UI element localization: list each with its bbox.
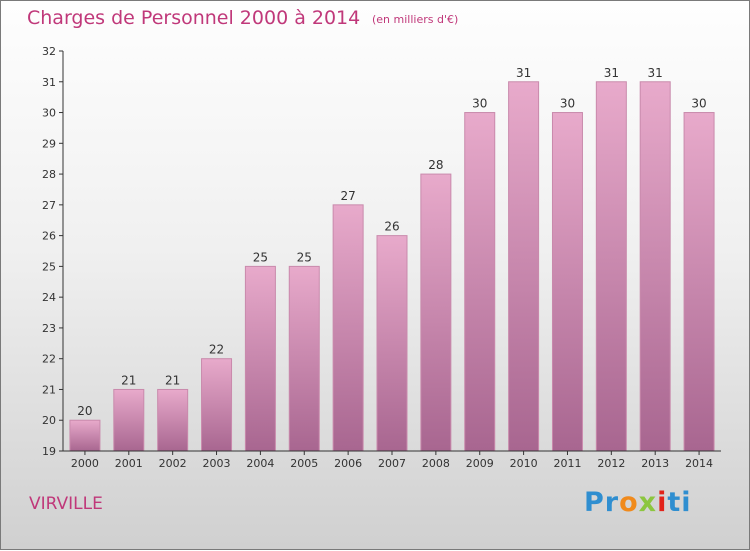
x-tick-label: 2006 [334,457,362,470]
data-label-2000: 20 [77,404,92,418]
y-tick-label: 30 [42,107,56,120]
y-tick-label: 25 [42,260,56,273]
bar-2013 [639,81,671,452]
x-tick-label: 2008 [422,457,450,470]
data-label-2004: 25 [253,250,268,264]
data-label-2002: 21 [165,373,180,387]
y-tick-label: 23 [42,322,56,335]
bar-2012 [595,81,627,452]
logo-part-5: ti [667,487,692,518]
data-label-2008: 28 [428,158,443,172]
bar-2004 [244,265,276,452]
data-label-2006: 27 [340,189,355,203]
y-tick-label: 20 [42,414,56,427]
logo-part-4: i [657,487,668,518]
logo-part-3: x [638,487,658,518]
bar-2003 [201,358,233,452]
y-tick-label: 27 [42,199,56,212]
x-tick-label: 2002 [159,457,187,470]
y-tick-label: 26 [42,230,56,243]
logo-part-1: Pr [584,487,620,518]
bar-2002 [157,388,189,452]
y-tick-label: 29 [42,137,56,150]
bar-2014 [683,112,715,452]
x-tick-label: 2010 [510,457,538,470]
bar-2009 [464,112,496,452]
x-tick-label: 2003 [203,457,231,470]
bar-2000 [69,419,101,452]
x-tick-label: 2012 [597,457,625,470]
data-label-2011: 30 [560,97,575,111]
x-tick-label: 2014 [685,457,713,470]
x-tick-label: 2004 [246,457,274,470]
bar-2010 [508,81,540,452]
y-tick-label: 24 [42,291,56,304]
x-axis: 2000 2001 2002 2003 2004 2005 2006 2007 2008 2009… [63,450,721,470]
place-name: VIRVILLE [29,494,103,514]
y-tick-label: 19 [42,445,56,458]
x-tick-label: 2005 [290,457,318,470]
data-label-2005: 25 [297,250,312,264]
y-tick-label: 31 [42,76,56,89]
bar-2006 [332,204,364,452]
x-tick-label: 2011 [553,457,581,470]
y-tick-label: 21 [42,383,56,396]
y-tick-label: 28 [42,168,56,181]
bar-2007 [376,235,408,452]
data-label-2009: 30 [472,97,487,111]
x-tick-label: 2013 [641,457,669,470]
data-label-2010: 31 [516,66,531,80]
chart-subtitle: (en milliers d'€) [372,13,459,26]
proxiti-logo[interactable]: Proxiti [584,487,692,518]
bar-2011 [551,112,583,452]
x-tick-label: 2009 [466,457,494,470]
logo-part-2: o [619,487,639,518]
y-axis: 19 20 21 22 23 24 25 26 27 28 29 30 31 32 [42,45,64,458]
data-label-2012: 31 [604,66,619,80]
bar-2005 [288,265,320,452]
data-label-2003: 22 [209,343,224,357]
data-label-2014: 30 [691,97,706,111]
x-tick-label: 2000 [71,457,99,470]
data-label-2007: 26 [384,220,399,234]
data-label-2013: 31 [648,66,663,80]
bar-2001 [113,388,145,452]
bars: 20 21 21 22 25 25 27 26 28 30 31 30 31 31 30 [69,66,715,452]
x-tick-label: 2007 [378,457,406,470]
chart-title: Charges de Personnel 2000 à 2014 [27,7,361,29]
data-label-2001: 21 [121,373,136,387]
x-tick-label: 2001 [115,457,143,470]
bar-2008 [420,173,452,452]
y-tick-label: 22 [42,353,56,366]
y-tick-label: 32 [42,45,56,58]
